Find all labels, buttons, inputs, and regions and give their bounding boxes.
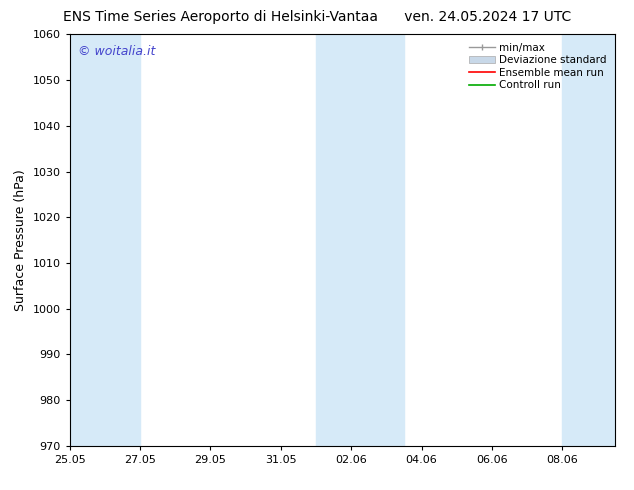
- Bar: [70, 34, 140, 446]
- Y-axis label: Surface Pressure (hPa): Surface Pressure (hPa): [14, 169, 27, 311]
- Text: ENS Time Series Aeroporto di Helsinki-Vantaa      ven. 24.05.2024 17 UTC: ENS Time Series Aeroporto di Helsinki-Va…: [63, 10, 571, 24]
- Bar: [562, 34, 615, 446]
- Legend: min/max, Deviazione standard, Ensemble mean run, Controll run: min/max, Deviazione standard, Ensemble m…: [466, 40, 610, 94]
- Bar: [316, 34, 404, 446]
- Text: © woitalia.it: © woitalia.it: [78, 45, 155, 58]
